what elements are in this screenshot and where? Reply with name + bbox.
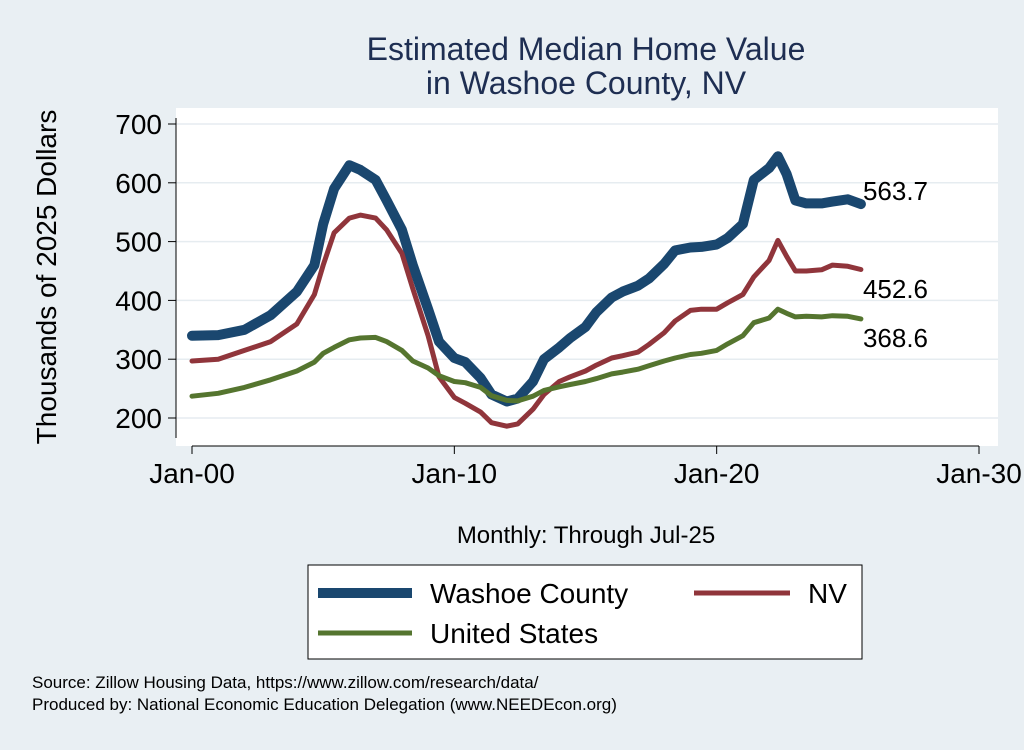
axes: 200 300 400 500 600 700 Jan-00 Jan-10 Jan-20 Jan-… (115, 109, 1022, 489)
x-tick-label: Jan-20 (674, 458, 760, 489)
x-axis-label: Monthly: Through Jul-25 (457, 522, 715, 549)
grid-lines (176, 123, 998, 419)
source-note: Source: Zillow Housing Data, https://www… (32, 673, 539, 692)
end-label-nv: 452.6 (863, 274, 928, 304)
y-tick-label: 300 (115, 344, 162, 375)
chart-title-line-1: Estimated Median Home Value (367, 31, 806, 67)
legend-label-united-states: United States (430, 618, 598, 649)
y-axis-label: Thousands of 2025 Dollars (31, 110, 62, 445)
legend-box (307, 564, 863, 660)
x-tick-label: Jan-00 (149, 458, 235, 489)
end-labels: 563.7 452.6 368.6 (863, 176, 928, 353)
series-line-nv (189, 212, 864, 429)
end-label-united-states: 368.6 (863, 323, 928, 353)
end-label-washoe-county: 563.7 (863, 176, 928, 206)
legend: Washoe County NV United States (307, 564, 863, 660)
y-tick-label: 500 (115, 227, 162, 258)
legend-label-washoe-county: Washoe County (430, 578, 628, 609)
x-tick-label: Jan-10 (412, 458, 498, 489)
plot-area (176, 108, 998, 446)
y-tick-label: 700 (115, 109, 162, 140)
y-tick-label: 200 (115, 403, 162, 434)
y-tick-label: 400 (115, 285, 162, 316)
chart-title-line-2: in Washoe County, NV (426, 65, 747, 101)
y-tick-label: 600 (115, 168, 162, 199)
producer-note: Produced by: National Economic Education… (32, 695, 617, 714)
series-lines (187, 151, 866, 429)
series-line-united-states (189, 306, 864, 404)
x-tick-label: Jan-30 (936, 458, 1022, 489)
series-line-washoe-county (187, 151, 866, 407)
legend-label-nv: NV (808, 578, 847, 609)
